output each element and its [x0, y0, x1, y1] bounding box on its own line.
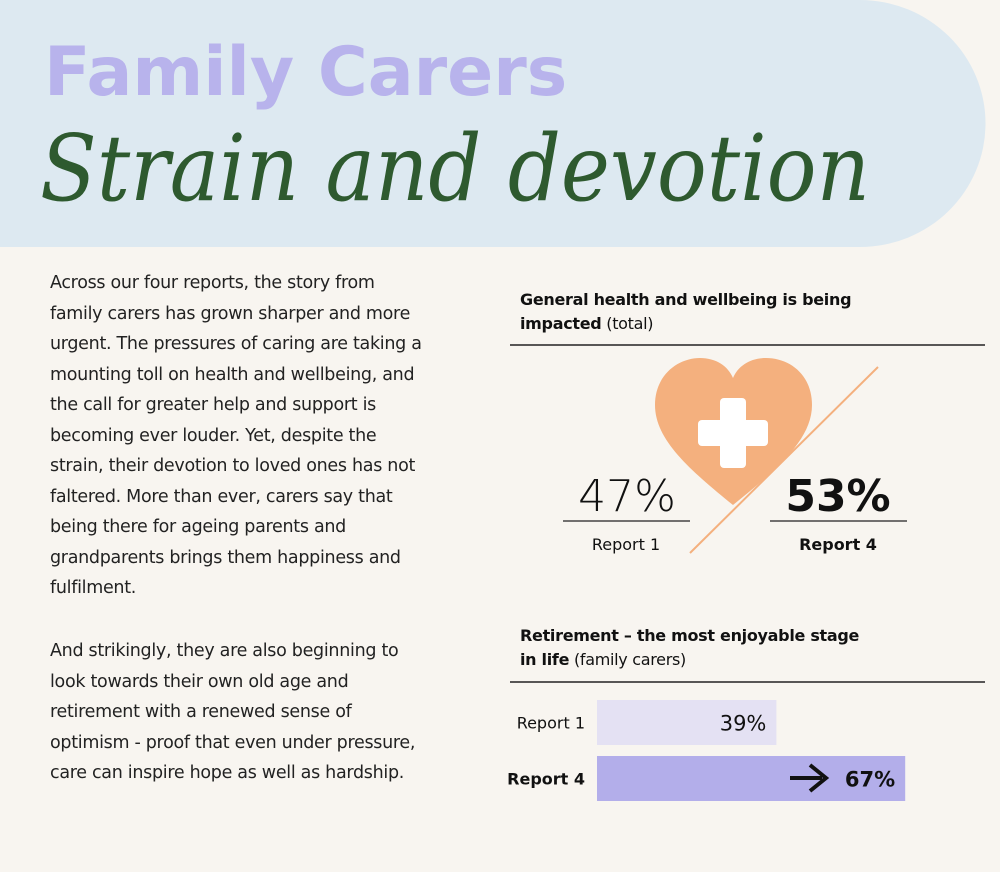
kicker: Family Carers — [44, 33, 567, 112]
panel-heading: Retirement – the most enjoyable stage in… — [520, 624, 880, 672]
bar-chart: Report 1 39% Report 4 67% — [507, 700, 906, 801]
divider — [689, 366, 879, 554]
stat-label: Report 4 — [799, 535, 877, 554]
stat-label: Report 1 — [592, 535, 660, 554]
bar — [597, 700, 777, 745]
heading-note: (family carers) — [573, 650, 686, 669]
bar — [597, 756, 906, 801]
category-label: Report 4 — [507, 770, 585, 789]
heading-text: General health and wellbeing is being im… — [520, 290, 852, 333]
panel-heading: General health and wellbeing is being im… — [520, 288, 880, 336]
stat-value: 53% — [785, 471, 890, 522]
paragraph: And strikingly, they are also beginning … — [50, 641, 416, 783]
stat-value: 47% — [578, 471, 676, 522]
header-band — [0, 0, 986, 247]
cross — [698, 420, 768, 446]
paragraph: Across our four reports, the story from … — [50, 273, 422, 598]
arrow-icon — [790, 763, 830, 793]
value-label: 67% — [845, 768, 895, 792]
heading-text: Retirement – the most enjoyable stage in… — [520, 626, 860, 669]
heading-note: (total) — [606, 314, 654, 333]
title: Strain and devotion — [40, 115, 870, 222]
category-label: Report 1 — [517, 714, 585, 733]
value-label: 39% — [720, 712, 767, 736]
